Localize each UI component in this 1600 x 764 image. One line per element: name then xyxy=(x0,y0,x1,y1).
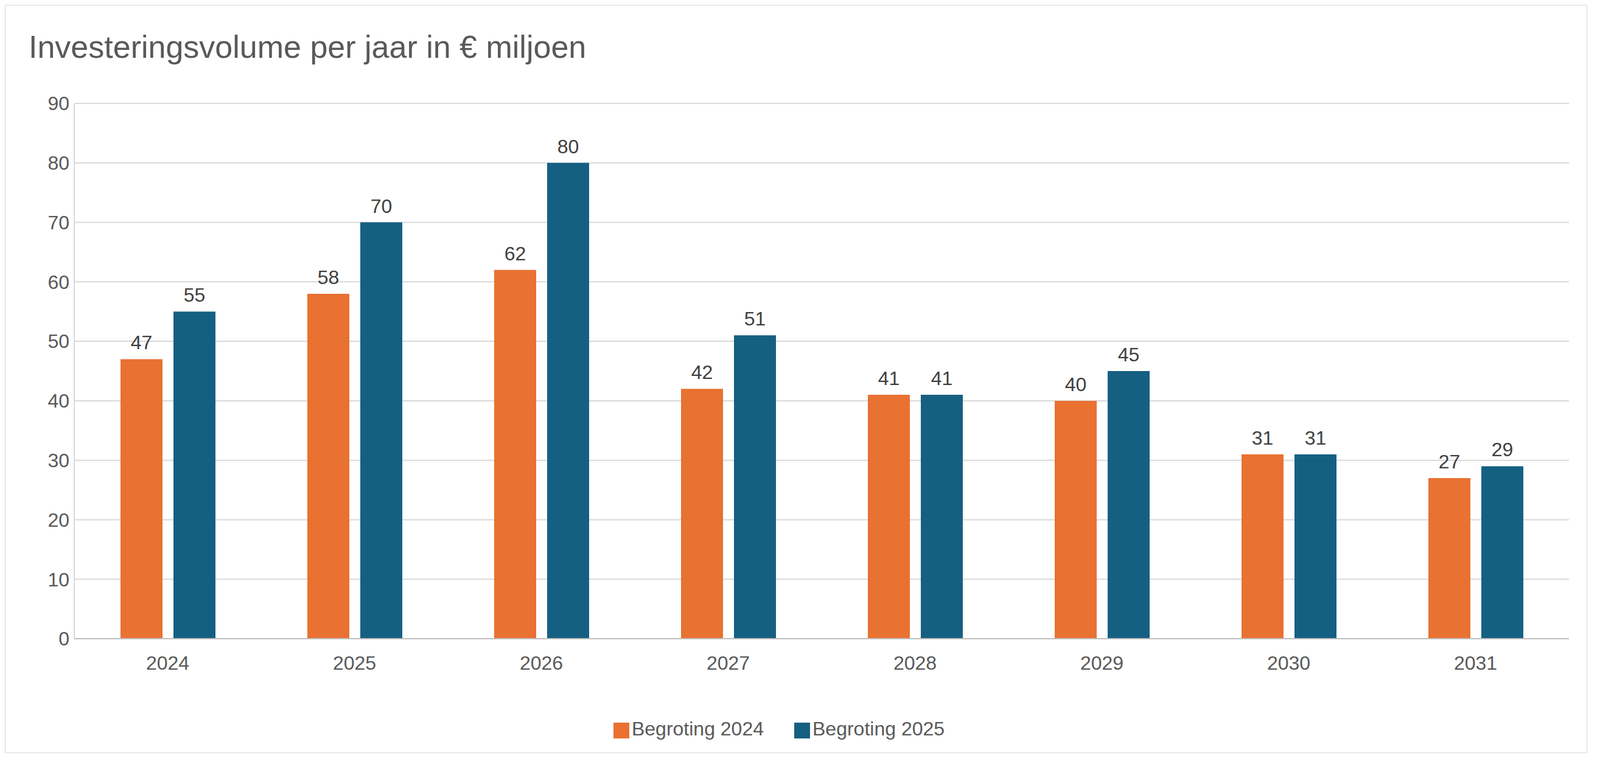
svg-text:50: 50 xyxy=(47,330,70,353)
svg-text:31: 31 xyxy=(1251,427,1274,450)
svg-text:0: 0 xyxy=(58,628,70,650)
svg-text:2030: 2030 xyxy=(1267,652,1311,675)
svg-text:2029: 2029 xyxy=(1080,652,1124,675)
svg-text:90: 90 xyxy=(47,92,70,115)
svg-text:2026: 2026 xyxy=(519,652,563,675)
html-text:Begroting 2025: Begroting 2025 xyxy=(812,718,945,741)
svg-text:80: 80 xyxy=(47,152,70,175)
html-text:Begroting 2024: Begroting 2024 xyxy=(631,718,764,741)
svg-text:60: 60 xyxy=(47,271,70,294)
svg-text:42: 42 xyxy=(691,361,714,384)
svg-text:10: 10 xyxy=(47,569,70,591)
svg-text:2027: 2027 xyxy=(706,652,750,675)
svg-text:47: 47 xyxy=(130,331,153,354)
svg-text:27: 27 xyxy=(1438,450,1461,473)
svg-text:20: 20 xyxy=(47,509,70,532)
svg-text:40: 40 xyxy=(47,390,70,413)
svg-text:2031: 2031 xyxy=(1453,652,1498,675)
svg-text:31: 31 xyxy=(1304,427,1327,450)
svg-text:41: 41 xyxy=(931,367,954,390)
svg-text:58: 58 xyxy=(317,266,340,289)
svg-text:70: 70 xyxy=(370,195,393,218)
svg-text:2025: 2025 xyxy=(332,652,377,675)
svg-text:55: 55 xyxy=(183,284,206,307)
html-text:Investeringsvolume per jaar in: Investeringsvolume per jaar in € miljoen xyxy=(28,29,587,65)
svg-text:2024: 2024 xyxy=(146,652,190,675)
svg-text:41: 41 xyxy=(878,367,901,390)
svg-text:45: 45 xyxy=(1117,343,1140,366)
svg-text:30: 30 xyxy=(47,449,70,472)
svg-text:80: 80 xyxy=(557,135,580,158)
svg-text:2028: 2028 xyxy=(893,652,937,675)
svg-text:62: 62 xyxy=(504,242,527,265)
svg-text:51: 51 xyxy=(744,307,767,330)
svg-text:70: 70 xyxy=(47,211,70,234)
svg-text:29: 29 xyxy=(1491,438,1514,461)
svg-text:40: 40 xyxy=(1065,373,1087,396)
